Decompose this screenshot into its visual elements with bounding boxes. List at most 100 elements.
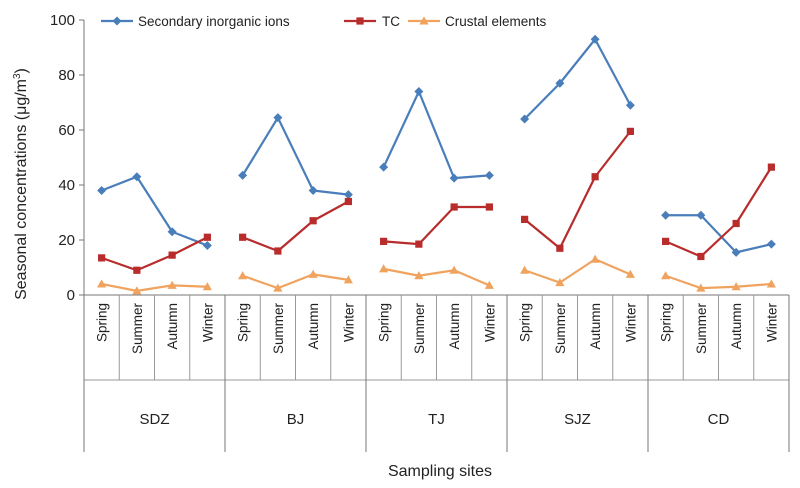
data-point — [590, 34, 600, 44]
x-category-label: Autumn — [306, 303, 321, 350]
data-point — [343, 190, 353, 200]
data-point — [414, 87, 424, 96]
series-line — [524, 258, 631, 284]
series-line — [242, 200, 349, 253]
y-axis-title-superscript: 3 — [12, 73, 23, 79]
data-point — [344, 197, 352, 206]
series-diamond — [97, 34, 776, 257]
data-point — [308, 269, 318, 278]
data-point — [309, 217, 317, 225]
data-point — [591, 173, 599, 181]
x-axis: Spring Summer Autumn Winter SDZ Spring Summer A… — [83, 294, 790, 452]
x-category-label: Autumn — [447, 303, 462, 350]
data-point — [696, 210, 706, 220]
x-axis-title: Sampling sites — [388, 463, 492, 480]
x-category-label: Spring — [377, 303, 392, 342]
series-line — [101, 175, 208, 247]
data-point — [133, 266, 141, 274]
data-point — [415, 240, 423, 248]
data-point — [238, 170, 248, 180]
legend-label: Secondary inorganic ions — [138, 14, 290, 29]
legend-item: Secondary inorganic ions — [101, 14, 290, 29]
data-point — [132, 172, 142, 182]
data-point — [203, 233, 211, 241]
x-category-label: Autumn — [588, 303, 603, 350]
x-category-label: Autumn — [729, 303, 744, 350]
x-category-label: Spring — [518, 303, 533, 342]
x-category-label: Summer — [130, 303, 145, 355]
data-point — [731, 247, 741, 257]
legend-item: Crustal elements — [408, 14, 547, 29]
data-point — [485, 203, 493, 211]
series-line — [665, 274, 772, 290]
x-category-label: Winter — [341, 303, 356, 343]
data-point — [766, 279, 776, 288]
y-tick-label: 60 — [58, 122, 75, 139]
x-category-label: Spring — [659, 303, 674, 342]
data-point — [626, 127, 634, 135]
legend-marker — [112, 16, 122, 26]
x-group-label: SDZ — [140, 411, 170, 428]
data-point — [202, 241, 212, 250]
legend-marker — [356, 17, 364, 25]
x-group-label: BJ — [287, 411, 305, 428]
data-point — [555, 278, 565, 287]
data-point — [379, 264, 389, 273]
y-axis-title-suffix: ) — [13, 68, 30, 73]
data-point — [380, 237, 388, 245]
y-axis: 0 20 40 60 80 100 — [50, 12, 85, 304]
data-point — [308, 186, 318, 195]
data-point — [343, 275, 353, 284]
data-point — [273, 283, 283, 292]
y-tick-label: 20 — [58, 232, 75, 249]
data-point — [132, 286, 142, 295]
series-line — [523, 38, 632, 120]
data-point — [520, 265, 530, 274]
x-category-label: Winter — [623, 303, 638, 343]
series-line — [523, 130, 632, 250]
data-point — [625, 100, 635, 110]
x-category-label: Summer — [271, 303, 286, 355]
data-point — [202, 282, 212, 291]
y-tick-label: 100 — [50, 12, 75, 29]
x-category-label: Summer — [553, 303, 568, 355]
x-category-label: Summer — [412, 303, 427, 355]
series-line — [101, 282, 208, 292]
data-point — [273, 113, 283, 123]
data-point — [97, 186, 107, 195]
data-point — [520, 114, 530, 124]
data-point — [662, 237, 670, 245]
data-point — [167, 227, 177, 237]
data-point — [767, 163, 775, 171]
data-point — [484, 170, 494, 180]
series-line — [241, 116, 349, 196]
x-group-label: SJZ — [564, 411, 591, 428]
data-point — [379, 162, 389, 172]
data-point — [239, 233, 247, 241]
x-category-label: Winter — [764, 303, 779, 343]
data-point — [449, 173, 459, 183]
data-point — [661, 210, 671, 220]
data-point — [556, 244, 564, 252]
x-category-label: Summer — [694, 303, 709, 355]
x-category-label: Spring — [95, 303, 110, 342]
legend: Secondary inorganic ions TC Crustal elemen… — [101, 14, 547, 29]
data-point — [97, 279, 107, 288]
y-tick-label: 40 — [58, 177, 75, 194]
series-line — [101, 236, 208, 272]
series-line — [665, 166, 773, 258]
data-point — [450, 203, 458, 211]
data-point — [98, 254, 106, 262]
data-point — [449, 265, 459, 274]
x-category-label: Spring — [236, 303, 251, 342]
x-category-label: Winter — [200, 303, 215, 343]
legend-label: TC — [382, 14, 400, 29]
x-category-label: Autumn — [165, 303, 180, 350]
data-point — [697, 252, 705, 261]
data-point — [555, 78, 565, 88]
data-point — [696, 283, 706, 292]
series-line — [242, 273, 349, 290]
data-point — [661, 271, 671, 280]
data-point — [238, 271, 248, 280]
